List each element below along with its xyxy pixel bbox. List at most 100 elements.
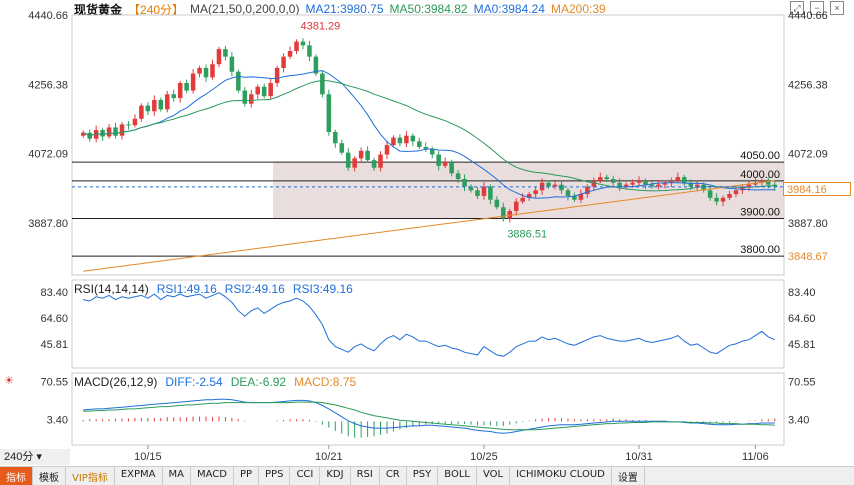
candle-body bbox=[766, 180, 771, 185]
chart-svg[interactable]: 4440.66 4256.38 4072.09 3887.80 4440.66 4256.… bbox=[0, 0, 854, 466]
candle-body bbox=[429, 148, 435, 155]
tab-11[interactable]: CR bbox=[380, 467, 407, 485]
level-label: 3800.00 bbox=[740, 244, 780, 256]
dea-value: DEA:-6.92 bbox=[230, 375, 287, 389]
tab-2[interactable]: VIP指标 bbox=[66, 467, 115, 485]
candle-body bbox=[746, 184, 752, 187]
tab-5[interactable]: MACD bbox=[191, 467, 234, 485]
candle-body bbox=[682, 177, 687, 183]
candle-body bbox=[501, 207, 506, 219]
rsi-name: RSI(14,14,14) bbox=[74, 282, 149, 296]
ma-params[interactable]: MA(21,50,0,200,0,0) bbox=[190, 2, 300, 16]
candle-body bbox=[139, 105, 144, 119]
y-tick-right: 4256.38 bbox=[788, 79, 828, 91]
tab-7[interactable]: PPS bbox=[259, 467, 291, 485]
tab-1[interactable]: 模板 bbox=[33, 467, 66, 485]
candle-body bbox=[533, 190, 538, 195]
candle-body bbox=[636, 180, 642, 183]
candle-body bbox=[307, 45, 312, 57]
ma21-line bbox=[82, 70, 775, 199]
low-annotation: 3886.51 bbox=[507, 229, 547, 241]
rsi-line bbox=[83, 292, 775, 357]
candle-body bbox=[649, 184, 655, 187]
candle-body bbox=[578, 194, 584, 200]
candle-body bbox=[119, 124, 125, 136]
diff-line bbox=[83, 398, 775, 434]
candle-body bbox=[475, 190, 480, 196]
settings-icon[interactable]: ☀ bbox=[4, 375, 14, 387]
expand-icon[interactable]: ⤢ bbox=[790, 1, 804, 15]
candle-body bbox=[371, 160, 377, 168]
candle-body bbox=[242, 90, 248, 104]
tab-6[interactable]: PP bbox=[234, 467, 260, 485]
tab-4[interactable]: MA bbox=[163, 467, 191, 485]
rsi2-value: RSI2:49.16 bbox=[224, 282, 285, 296]
rsi-tick-left: 45.81 bbox=[40, 339, 68, 351]
candle-body bbox=[585, 186, 590, 195]
symbol-label[interactable]: 现货黄金 bbox=[74, 2, 123, 17]
tab-10[interactable]: RSI bbox=[351, 467, 380, 485]
candle-body bbox=[190, 73, 196, 91]
candle-body bbox=[662, 182, 668, 185]
rsi1-value: RSI1:49.16 bbox=[156, 282, 217, 296]
main-panel-border bbox=[71, 14, 785, 276]
candle-body bbox=[488, 186, 493, 200]
period-selector[interactable]: 240分 ▾ bbox=[0, 449, 70, 465]
window-icons: ⤢ − × bbox=[790, 1, 844, 15]
dea-line bbox=[83, 401, 775, 431]
level-label: 4050.00 bbox=[740, 150, 780, 162]
minus-icon[interactable]: − bbox=[810, 1, 824, 15]
close-icon[interactable]: × bbox=[830, 1, 844, 15]
candle-body bbox=[572, 195, 577, 200]
rsi-panel-border bbox=[71, 279, 785, 369]
candle-body bbox=[391, 137, 396, 146]
candle-body bbox=[197, 67, 202, 74]
indicator-tab-bar: 指标 模板 VIP指标 EXPMA MA MACD PP PPS CCI KDJ RSI CR PSY B… bbox=[0, 466, 854, 485]
rsi-tick-right: 45.81 bbox=[788, 339, 816, 351]
ma200-line bbox=[83, 180, 775, 272]
rsi-tick-right: 64.60 bbox=[788, 313, 816, 325]
y-tick-right: 3887.80 bbox=[788, 218, 828, 230]
rsi-tick-left: 64.60 bbox=[40, 313, 68, 325]
period-label[interactable]: 【240分】 bbox=[128, 2, 185, 17]
candle-body bbox=[268, 83, 273, 97]
x-tick-label: 10/21 bbox=[315, 451, 343, 463]
candle-body bbox=[378, 154, 383, 168]
candle-body bbox=[333, 131, 338, 144]
candle-body bbox=[552, 184, 558, 187]
tab-8[interactable]: CCI bbox=[290, 467, 321, 485]
tab-9[interactable]: KDJ bbox=[320, 467, 351, 485]
candle-body bbox=[339, 143, 345, 153]
candle-body bbox=[365, 150, 370, 161]
tab-3[interactable]: EXPMA bbox=[115, 467, 163, 485]
level-label: 3900.00 bbox=[740, 207, 780, 219]
y-tick-right: 4440.66 bbox=[788, 10, 828, 22]
candle-body bbox=[113, 127, 118, 136]
tab-0[interactable]: 指标 bbox=[0, 467, 33, 485]
tab-15[interactable]: ICHIMOKU CLOUD bbox=[510, 467, 612, 485]
candle-body bbox=[565, 190, 571, 196]
candle-body bbox=[740, 186, 745, 191]
tab-16[interactable]: 设置 bbox=[612, 467, 645, 485]
x-tick-label: 10/25 bbox=[470, 451, 498, 463]
candle-body bbox=[423, 147, 429, 149]
ma21-value: MA21:3980.75 bbox=[305, 2, 384, 16]
candle-body bbox=[623, 184, 629, 187]
macd-header: MACD(26,12,9) DIFF:-2.54 DEA:-6.92 MACD:… bbox=[74, 375, 356, 389]
candle-body bbox=[720, 197, 726, 202]
candle-body bbox=[164, 94, 170, 110]
y-tick-left: 3887.80 bbox=[28, 218, 68, 230]
macd-tick-left: 70.55 bbox=[40, 376, 68, 388]
candle-body bbox=[249, 94, 254, 104]
candle-body bbox=[417, 141, 422, 148]
candle-body bbox=[617, 182, 622, 187]
y-tick-left: 4440.66 bbox=[28, 10, 68, 22]
candle-body bbox=[546, 182, 551, 187]
tab-13[interactable]: BOLL bbox=[438, 467, 477, 485]
candle-body bbox=[287, 51, 293, 57]
tab-14[interactable]: VOL bbox=[477, 467, 511, 485]
candle-body bbox=[610, 179, 616, 183]
tab-12[interactable]: PSY bbox=[407, 467, 439, 485]
candle-body bbox=[177, 83, 183, 99]
candle-body bbox=[526, 194, 532, 198]
